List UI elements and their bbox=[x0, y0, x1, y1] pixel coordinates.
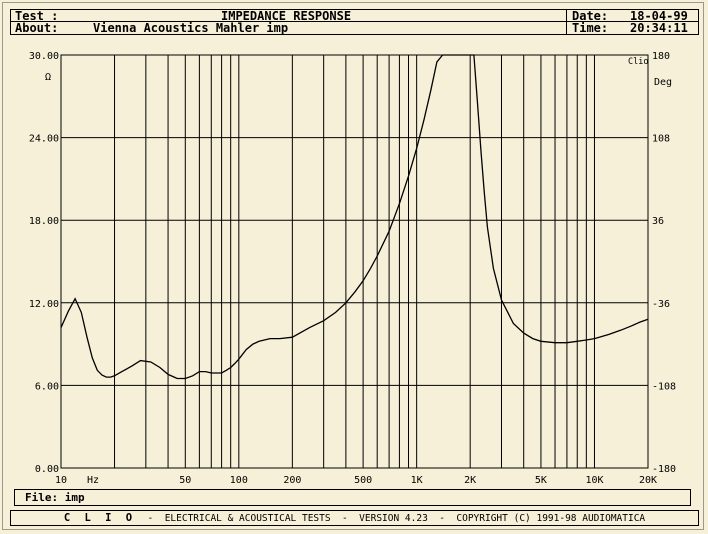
x-tick-label: 2K bbox=[464, 475, 476, 486]
footer-brand: C L I O bbox=[63, 512, 137, 524]
date-value: 18-04-99 bbox=[630, 9, 688, 23]
corner-label: Clio bbox=[628, 57, 648, 67]
x-tick-label: 100 bbox=[230, 475, 248, 486]
y2-tick-label: -180 bbox=[652, 464, 676, 475]
y-tick-label: 18.00 bbox=[29, 216, 59, 227]
labels-layer: 0.00 6.00 12.00 18.00 24.00 30.00 -180 -108 -36 3… bbox=[29, 51, 676, 486]
grid-layer bbox=[60, 54, 649, 469]
time-label: Time: bbox=[572, 21, 609, 35]
test-value: IMPEDANCE RESPONSE bbox=[221, 9, 352, 23]
x-tick-label: 1K bbox=[411, 475, 423, 486]
file-label: File: bbox=[25, 491, 59, 504]
x-unit-label: Hz bbox=[87, 475, 99, 486]
file-value: imp bbox=[64, 491, 85, 504]
impedance-trace bbox=[60, 54, 649, 380]
y2-tick-label: 180 bbox=[652, 51, 670, 62]
time-value: 20:34:11 bbox=[630, 21, 688, 35]
date-label: Date: bbox=[572, 9, 609, 23]
test-label: Test : bbox=[15, 9, 59, 23]
y2-tick-label: -36 bbox=[652, 299, 670, 310]
y-tick-label: 6.00 bbox=[35, 381, 59, 392]
header-panel: Test : IMPEDANCE RESPONSE About: Vienna … bbox=[10, 9, 699, 35]
header-row-divider bbox=[11, 21, 698, 22]
y-tick-label: 24.00 bbox=[29, 134, 59, 145]
header-column-divider bbox=[566, 10, 567, 34]
right-unit-label: Deg bbox=[654, 77, 672, 88]
x-tick-label: 50 bbox=[179, 475, 191, 486]
x-tick-label: 200 bbox=[283, 475, 301, 486]
x-tick-label: 500 bbox=[354, 475, 372, 486]
x-tick-label: 10 bbox=[55, 475, 67, 486]
y-tick-label: 30.00 bbox=[29, 51, 59, 62]
y2-tick-label: 108 bbox=[652, 134, 670, 145]
y2-tick-label: -108 bbox=[652, 381, 676, 392]
file-box: File: imp bbox=[14, 489, 691, 506]
left-unit-label: Ω bbox=[45, 72, 51, 83]
x-tick-label: 5K bbox=[535, 475, 547, 486]
x-tick-label: 20K bbox=[639, 475, 657, 486]
x-tick-label: 10K bbox=[585, 475, 603, 486]
footer-bar: C L I O - ELECTRICAL & ACOUSTICAL TESTS … bbox=[10, 510, 699, 526]
about-value: Vienna Acoustics Mahler imp bbox=[93, 21, 289, 35]
y-tick-label: 12.00 bbox=[29, 299, 59, 310]
plot-border bbox=[60, 54, 649, 469]
about-label: About: bbox=[15, 21, 59, 35]
footer-text: - ELECTRICAL & ACOUSTICAL TESTS - VERSIO… bbox=[147, 513, 646, 524]
y2-tick-label: 36 bbox=[652, 216, 664, 227]
y-tick-label: 0.00 bbox=[35, 464, 59, 475]
